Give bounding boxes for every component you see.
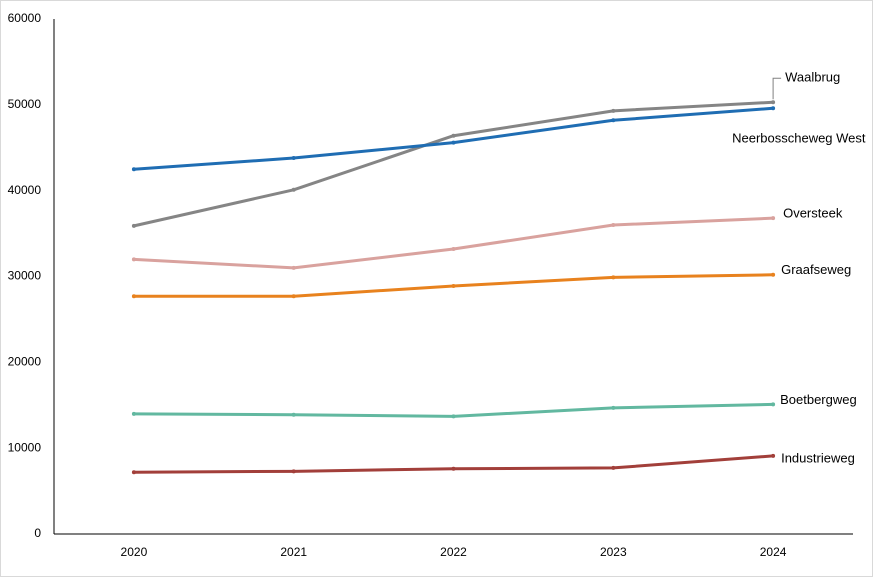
point — [131, 257, 136, 262]
point — [131, 470, 136, 475]
point — [451, 466, 456, 471]
point — [131, 167, 136, 172]
point — [291, 265, 296, 270]
x-tick-label: 2024 — [760, 545, 787, 559]
point — [771, 106, 776, 111]
point — [291, 187, 296, 192]
y-tick-label: 30000 — [8, 269, 42, 283]
point — [611, 275, 616, 280]
point — [451, 133, 456, 138]
point — [611, 465, 616, 470]
point — [451, 140, 456, 145]
leader-line — [772, 77, 782, 100]
x-tick-label: 2022 — [440, 545, 467, 559]
point — [291, 294, 296, 299]
point — [451, 414, 456, 419]
y-tick-label: 0 — [34, 526, 41, 540]
point — [131, 411, 136, 416]
point — [291, 412, 296, 417]
x-tick-label: 2020 — [121, 545, 148, 559]
point — [611, 223, 616, 227]
point — [611, 118, 616, 123]
point — [291, 469, 296, 474]
point — [291, 156, 296, 161]
point — [131, 294, 136, 299]
point — [451, 283, 456, 288]
series-label: Boetbergweg — [780, 392, 857, 407]
series-label: Industrieweg — [781, 450, 855, 465]
point — [611, 108, 616, 113]
y-tick-label: 50000 — [8, 97, 42, 111]
series-label: Neerbosscheweg West — [732, 131, 866, 146]
point — [771, 100, 776, 105]
series-label: Waalbrug — [785, 70, 840, 85]
point — [771, 216, 776, 221]
y-tick-label: 60000 — [8, 11, 42, 25]
y-tick-label: 40000 — [8, 183, 42, 197]
point — [771, 272, 776, 277]
series-label: Graafseweg — [781, 262, 851, 277]
point — [451, 247, 456, 252]
y-tick-label: 20000 — [8, 355, 42, 369]
x-tick-label: 2021 — [280, 545, 307, 559]
x-tick-label: 2023 — [600, 545, 627, 559]
series-label: Oversteek — [783, 206, 843, 221]
point — [611, 405, 616, 410]
point — [131, 223, 136, 228]
point — [771, 402, 776, 407]
y-tick-label: 10000 — [8, 440, 42, 454]
point — [771, 453, 776, 458]
